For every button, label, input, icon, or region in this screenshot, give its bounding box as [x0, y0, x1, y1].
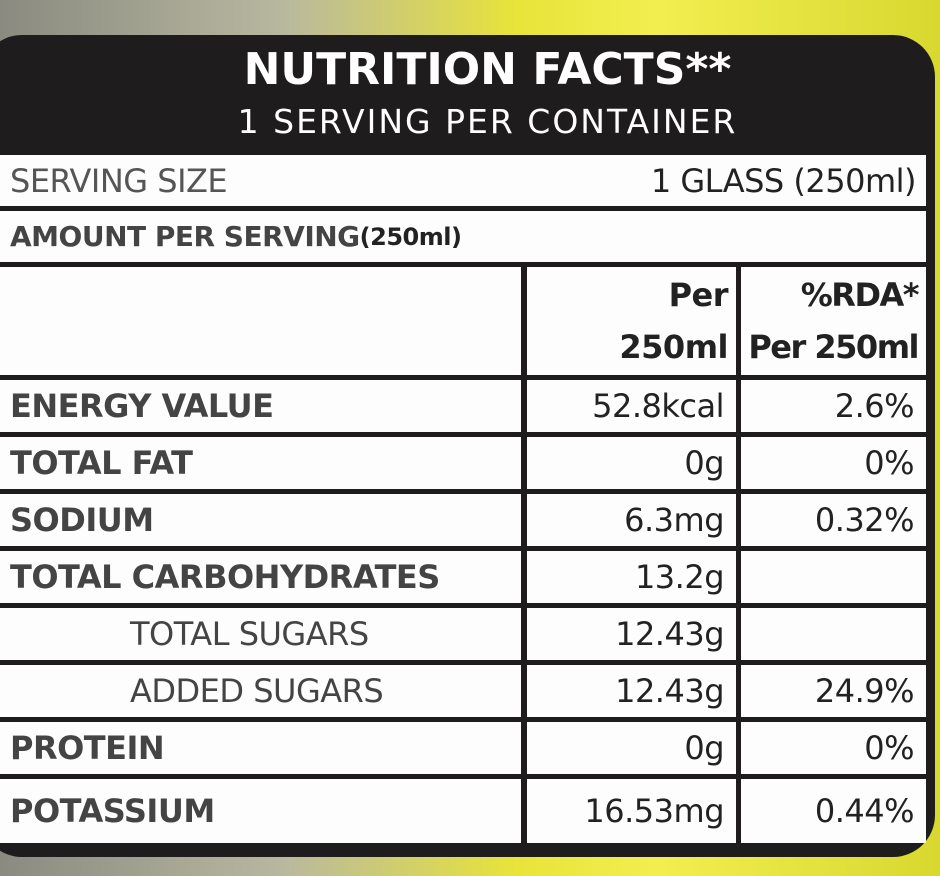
nutrient-name: PROTEIN	[0, 722, 521, 774]
column-header: Per 250ml	[527, 267, 736, 375]
serving-size-row: SERVING SIZE 1 GLASS (250ml)	[0, 155, 926, 206]
serving-size-label: SERVING SIZE	[10, 161, 228, 200]
serving-size-value: 1 GLASS (250ml)	[650, 161, 917, 200]
nutrient-name: POTASSIUM	[0, 779, 521, 843]
nutrient-rda: 0%	[741, 722, 926, 774]
nutrient-amount: 13.2g	[527, 551, 736, 603]
nutrient-name: TOTAL SUGARS	[0, 608, 521, 660]
nutrient-rda: 0.44%	[741, 779, 926, 843]
column-header-line: Per 250ml	[748, 328, 919, 366]
amount-per-serving-row: AMOUNT PER SERVING (250ml)	[0, 211, 926, 262]
column-header-line: Per	[668, 276, 729, 314]
column-header: %RDA* Per 250ml	[741, 267, 926, 375]
nutrient-rda: 2.6%	[741, 380, 926, 432]
nutrient-name: SODIUM	[0, 494, 521, 546]
nutrient-rda-blank	[741, 608, 926, 660]
nutrient-rda: 0%	[741, 437, 926, 489]
nutrient-amount: 0g	[527, 722, 736, 774]
nutrient-name: ENERGY VALUE	[0, 380, 521, 432]
header-blank	[0, 267, 521, 375]
column-header-line: %RDA*	[800, 276, 920, 314]
amount-unit: (250ml)	[359, 222, 462, 251]
amount-label: AMOUNT PER SERVING	[10, 220, 360, 253]
nutrient-rda: 0.32%	[741, 494, 926, 546]
nutrient-rda-blank	[741, 551, 926, 603]
column-header-line: 250ml	[619, 328, 728, 366]
title: NUTRITION FACTS**	[243, 44, 732, 95]
nutrient-amount: 16.53mg	[527, 779, 736, 843]
nutrient-amount: 12.43g	[527, 608, 736, 660]
nutrient-amount: 6.3mg	[527, 494, 736, 546]
nutrient-amount: 52.8kcal	[527, 380, 736, 432]
subtitle: 1 SERVING PER CONTAINER	[237, 102, 738, 141]
nutrient-rda: 24.9%	[741, 665, 926, 717]
nutrient-amount: 0g	[527, 437, 736, 489]
nutrient-name: TOTAL CARBOHYDRATES	[0, 551, 521, 603]
nutrient-name: ADDED SUGARS	[0, 665, 521, 717]
nutrient-name: TOTAL FAT	[0, 437, 521, 489]
nutrient-amount: 12.43g	[527, 665, 736, 717]
